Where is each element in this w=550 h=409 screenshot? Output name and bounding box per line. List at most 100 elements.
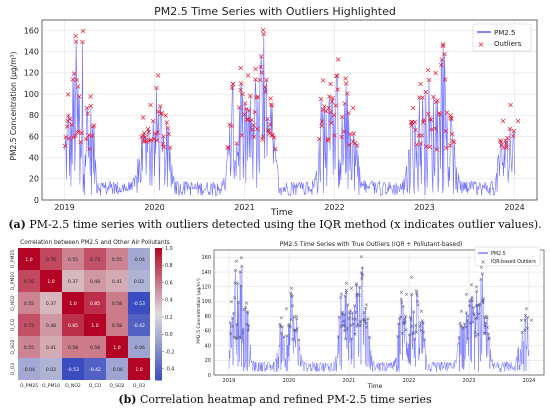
bot-outlier-marker: × — [477, 303, 482, 309]
heatmap-cell-value: 0.02 — [46, 367, 56, 373]
colorbar-tick-label: 0.4 — [165, 298, 173, 304]
top-outlier-marker: × — [447, 141, 454, 150]
bot-outlier-marker: × — [366, 316, 371, 322]
top-outlier-marker: × — [254, 124, 261, 133]
top-outlier-marker: × — [249, 125, 256, 134]
top-outlier-marker: × — [251, 108, 258, 117]
bot-outlier-marker: × — [349, 286, 354, 292]
top-outlier-marker: × — [350, 137, 357, 146]
top-outlier-marker: × — [507, 125, 514, 134]
top-outlier-marker: × — [140, 131, 147, 140]
top-outlier-marker: × — [332, 101, 339, 110]
bottom-outlier-markers: ×××××××××××××××××××××××××××× ××××××××××××… — [228, 255, 534, 344]
top-x-tick-label: 2019 — [54, 203, 74, 212]
colorbar-band — [155, 370, 162, 374]
top-outlier-marker: × — [155, 107, 162, 116]
top-outlier-marker: × — [68, 120, 75, 129]
bot-outlier-marker: × — [401, 321, 406, 327]
top-outlier-marker: × — [143, 137, 150, 146]
top-x-tick-label: 2023 — [414, 203, 434, 212]
bot-outlier-marker: × — [244, 301, 249, 307]
top-outlier-marker: × — [264, 114, 271, 123]
bot-outlier-marker: × — [353, 317, 358, 323]
top-outlier-marker: × — [161, 142, 168, 151]
top-legend-outliers: Outliers — [494, 40, 522, 48]
bot-outlier-marker: × — [414, 288, 419, 294]
top-outlier-marker: × — [145, 127, 152, 136]
bot-outlier-marker: × — [358, 319, 363, 325]
heatmap-cell-value: 1.0 — [113, 345, 120, 351]
bot-outlier-marker: × — [402, 317, 407, 323]
top-outlier-marker: × — [345, 108, 352, 117]
top-outlier-marker: × — [410, 104, 417, 113]
top-outlier-marker: × — [333, 71, 340, 80]
top-outlier-marker: × — [84, 103, 91, 112]
top-x-tick-labels: 2019 2020 2021 2022 2023 2024 — [54, 203, 524, 212]
top-outlier-marker: × — [239, 131, 246, 140]
bot-outlier-marker: × — [286, 323, 291, 329]
heatmap-row-label: O_CO — [10, 318, 16, 331]
bot-outlier-marker: × — [282, 334, 287, 340]
heatmap-row-label: O_O3 — [10, 363, 16, 375]
bot-outlier-marker: × — [342, 323, 347, 329]
top-outlier-marker: × — [421, 115, 428, 124]
top-outlier-marker: × — [419, 131, 426, 140]
top-outlier-marker: × — [230, 80, 237, 89]
bot-outlier-marker: × — [228, 332, 233, 338]
bot-outlier-marker: × — [469, 282, 474, 288]
top-outlier-marker: × — [228, 121, 235, 130]
bot-outlier-marker: × — [470, 295, 475, 301]
top-outlier-marker: × — [79, 129, 86, 138]
bot-outlier-marker: × — [399, 300, 404, 306]
bot-outlier-marker: × — [238, 336, 243, 342]
top-outlier-marker: × — [160, 132, 167, 141]
top-outlier-marker: × — [70, 133, 77, 142]
heatmap-row-label: O_NO2 — [10, 295, 16, 311]
heatmap-title: Correlation between PM2.5 and Other Air … — [20, 240, 170, 246]
bot-outlier-marker: × — [347, 316, 352, 322]
bot-outlier-marker: × — [367, 335, 372, 341]
top-outlier-marker: × — [267, 120, 274, 129]
bot-outlier-marker: × — [400, 331, 405, 337]
bot-outlier-marker: × — [294, 317, 299, 323]
colorbar-band — [155, 277, 162, 282]
bot-outlier-marker: × — [290, 303, 295, 309]
colorbar-band — [155, 257, 162, 262]
top-outlier-marker: × — [326, 92, 333, 101]
colorbar-band — [155, 373, 162, 378]
bot-outlier-marker: × — [418, 320, 423, 326]
colorbar-band — [155, 294, 162, 298]
bot-x-tick-label: 2019 — [223, 378, 236, 384]
bot-outlier-marker: × — [529, 318, 534, 324]
bot-outlier-marker: × — [344, 281, 349, 287]
top-outlier-marker: × — [72, 131, 79, 140]
top-outlier-marker: × — [432, 69, 439, 78]
top-outlier-marker: × — [237, 63, 244, 72]
bot-outlier-marker: × — [228, 320, 233, 326]
top-outlier-marker: × — [320, 106, 327, 115]
heatmap-cell — [106, 248, 128, 270]
bot-outlier-marker: × — [474, 289, 479, 295]
top-outlier-marker: × — [89, 122, 96, 131]
top-outlier-marker: × — [341, 127, 348, 136]
bot-outlier-marker: × — [294, 329, 299, 335]
top-y-tick-label: 120 — [24, 69, 39, 78]
top-outlier-marker: × — [253, 93, 260, 102]
bot-y-tick-label: 140 — [201, 270, 211, 276]
heatmap-cell — [84, 358, 106, 380]
bot-outlier-marker: × — [459, 309, 464, 315]
bot-outlier-marker: × — [481, 301, 486, 307]
top-outlier-marker: × — [138, 133, 145, 142]
top-outlier-marker: × — [430, 93, 437, 102]
bot-outlier-marker: × — [297, 337, 302, 343]
bottom-y-axis-label: PM2.5 Concentration (µg/m³) — [196, 278, 202, 344]
colorbar-band — [155, 340, 162, 345]
top-outlier-marker: × — [262, 88, 269, 97]
top-outlier-marker: × — [341, 99, 348, 108]
top-outlier-marker: × — [65, 111, 72, 120]
top-outlier-marker: × — [91, 121, 98, 130]
top-outlier-marker: × — [65, 90, 72, 99]
heatmap-cell-value: -0.04 — [133, 257, 145, 263]
top-outlier-marker: × — [269, 101, 276, 110]
top-pm25-series — [64, 33, 515, 197]
